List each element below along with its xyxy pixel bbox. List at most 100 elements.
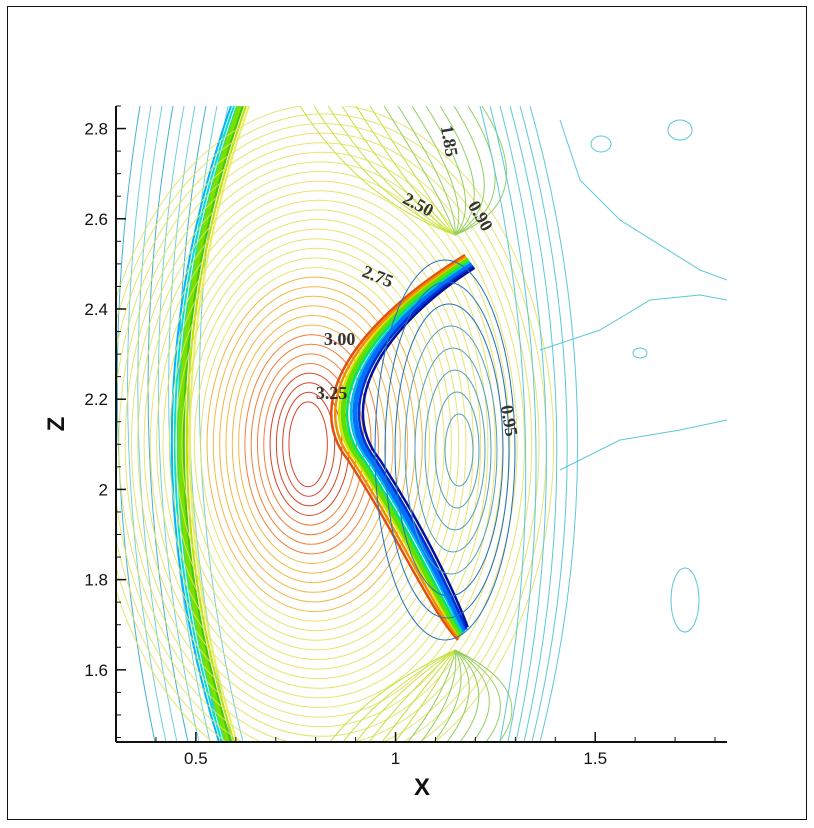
contour-line [590,135,612,153]
contour-line [424,369,486,531]
contour-line [519,106,568,742]
contour-value-label: 3.25 [316,383,348,403]
contour-line [411,106,460,236]
contour-value-label: 1.85 [437,124,462,158]
contour-line [559,119,727,281]
contour-line [200,266,431,622]
contour-line [667,119,693,141]
contour-line [454,106,507,236]
contour-line [231,314,394,574]
contour-line [330,253,466,641]
contour-line [178,106,243,742]
contour-line [282,391,336,497]
contour-line [454,649,490,742]
y-tick-label: 2 [99,480,108,499]
contour-line [168,106,211,742]
contour-line [369,106,456,236]
contour-line [170,106,232,742]
contour-line [130,161,511,728]
x-axis-title: X [414,774,430,801]
contour-line [529,106,579,742]
contour-line [355,649,456,742]
contour-line [361,266,476,628]
contour-line [489,106,537,742]
contour-line [263,362,358,526]
y-axis-title: Z [43,417,70,432]
contour-line [479,106,527,742]
contour-line [288,401,328,488]
contour-value-label: 2.75 [359,261,396,291]
contour-line [381,649,456,742]
contour-line [188,106,250,742]
contour-line [156,199,482,689]
contour-line [414,347,492,553]
contour-line [434,391,480,509]
contour-line [341,106,456,236]
contour-line [116,123,540,742]
contour-line [499,106,547,742]
contour-labels: 1.852.50 0.902.753.003.250.95 [316,124,522,438]
contour-line [182,106,244,742]
contour-line [407,649,456,742]
contour-line [334,255,467,640]
y-tick-label: 2.4 [84,300,108,319]
contour-value-label: 0.95 [497,403,522,437]
contour-line [383,106,456,236]
contour-line [176,106,238,742]
contour-line [313,106,456,236]
contour-line [225,305,401,584]
contour-line [175,228,460,660]
y-tick-label: 1.6 [84,661,108,680]
contour-line [420,649,457,742]
contour-line [299,106,456,236]
contour-line [327,106,456,236]
contour-line [368,649,456,742]
contour-line [374,259,516,641]
axes: 0.5 1 1.5 1.6 1.8 2 2.2 2.4 2.6 2.8 [84,105,727,768]
contour-line [433,649,462,742]
contour-line [162,209,474,680]
contour-line [632,347,648,359]
contour-line [404,325,498,575]
contour-line [342,649,456,742]
y-tick-label: 1.8 [84,571,108,590]
contour-line [454,649,501,742]
x-tick-label: 1.5 [583,749,607,768]
y-tick-label: 2.6 [84,210,108,229]
contour-line [238,324,387,564]
contour-line [345,260,471,635]
contour-line [143,180,496,708]
contour-line [181,238,452,651]
contour-line [116,106,555,742]
contour-line [439,106,475,236]
contour-line [168,218,467,670]
contour-line [446,649,470,742]
contour-line [193,257,438,632]
contour-line [355,106,456,236]
contour-line [444,413,474,487]
contour-line [124,151,518,737]
x-tick-label: 0.5 [184,749,208,768]
contour-line [559,419,727,471]
contour-line [509,106,558,742]
contour-line [394,649,456,742]
contour-value-label: 3.00 [324,329,356,349]
contour-line [670,567,700,633]
contour-line [340,257,470,637]
contour-line [384,281,510,619]
contour-line [539,294,727,351]
contour-line [219,295,409,593]
x-tick-label: 1 [391,749,400,768]
contour-line [453,106,485,236]
contour-line [394,303,504,597]
contour-line [244,334,379,555]
y-tick-label: 2.2 [84,390,108,409]
contour-line [147,106,189,742]
contour-line [352,262,474,632]
contour-line [397,106,456,236]
contour-line [187,247,445,641]
contour-line [116,106,156,742]
contour-line [206,276,423,612]
contour-line [116,132,533,742]
